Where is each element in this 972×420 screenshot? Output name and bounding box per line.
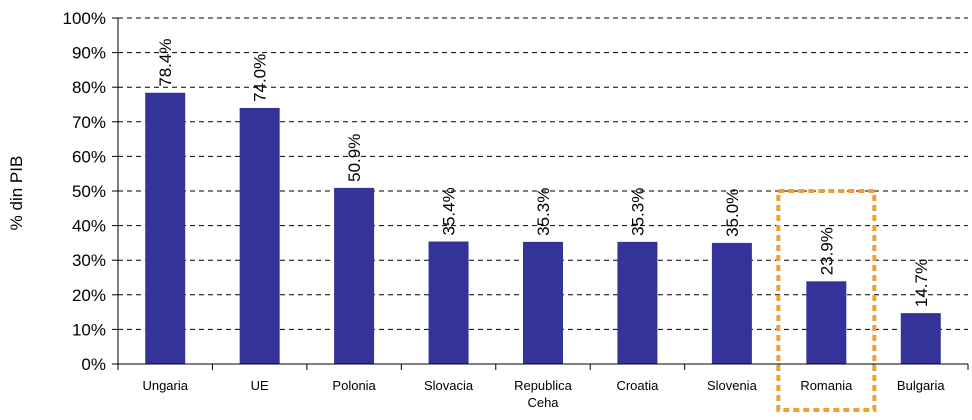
- bar-slovenia: [711, 242, 752, 364]
- data-label: 23.9%: [817, 227, 836, 275]
- x-tick-label: Slovacia: [424, 378, 474, 393]
- bar-republica-ceha: [523, 241, 563, 364]
- highlight-box: [776, 189, 877, 412]
- y-tick-label: 90%: [72, 44, 106, 63]
- data-label: 78.4%: [156, 39, 175, 87]
- bar-polonia: [334, 187, 375, 364]
- bars: [145, 92, 941, 365]
- y-axis-title: % din PIB: [7, 156, 26, 231]
- data-label: 35.0%: [723, 189, 742, 237]
- data-label: 50.9%: [345, 134, 364, 182]
- y-tick-label: 30%: [72, 251, 106, 270]
- y-tick-label: 70%: [72, 113, 106, 132]
- x-tick-label: Ungaria: [142, 378, 188, 393]
- bar-romania: [806, 281, 847, 364]
- y-tick-label: 100%: [63, 9, 106, 28]
- x-tick-label: Polonia: [332, 378, 376, 393]
- highlight-annotation: [776, 189, 877, 412]
- x-tick-labels: Ungaria UE Polonia Slovacia Republica Ceha Cro…: [142, 378, 945, 410]
- x-tick-label: Bulgaria: [897, 378, 945, 393]
- bar-bulgaria: [900, 313, 941, 364]
- y-tick-label: 60%: [72, 147, 106, 166]
- bar-ue: [239, 107, 280, 365]
- data-label: 74.0%: [251, 54, 270, 102]
- data-label: 35.4%: [440, 187, 459, 235]
- y-tick-label: 80%: [72, 78, 106, 97]
- bar-slovacia: [428, 241, 469, 364]
- x-tick-label: Romania: [800, 378, 853, 393]
- bar-croatia: [617, 241, 658, 364]
- y-tick-label: 40%: [72, 217, 106, 236]
- bar-ungaria: [145, 92, 186, 365]
- y-tick-label: 20%: [72, 286, 106, 305]
- data-label: 35.3%: [534, 188, 553, 236]
- y-tick-label: 50%: [72, 182, 106, 201]
- data-labels: 78.4% 74.0% 50.9% 35.4% 35.3% 35.3% 35.0% 23.9%…: [156, 39, 931, 308]
- x-tick-label: Republica Ceha: [514, 378, 573, 410]
- x-tick-label: Slovenia: [707, 378, 758, 393]
- x-tick-label: Croatia: [616, 378, 659, 393]
- y-tick-label: 10%: [72, 320, 106, 339]
- y-tick-label: 0%: [81, 355, 106, 374]
- y-tick-labels: 0% 10% 20% 30% 40% 50% 60% 70% 80% 90% 100%: [63, 9, 106, 374]
- x-tick-label: UE: [251, 378, 269, 393]
- data-label: 35.3%: [628, 188, 647, 236]
- data-label: 14.7%: [912, 259, 931, 307]
